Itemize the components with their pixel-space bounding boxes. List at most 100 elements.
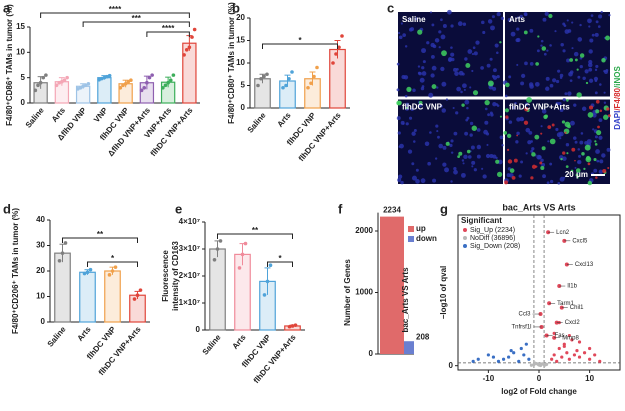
nucleus: [452, 106, 455, 110]
inos-signal: [576, 68, 579, 71]
data-point: [65, 75, 69, 80]
nucleus: [577, 159, 582, 165]
nucleus: [442, 24, 447, 29]
y-tick-label: 4×10⁷: [179, 217, 200, 226]
inos-signal: [576, 176, 579, 179]
inos-signal: [457, 155, 461, 159]
data-point: [312, 74, 316, 79]
point: [588, 346, 592, 351]
point: [570, 338, 574, 342]
inos-signal: [565, 165, 569, 169]
data-point: [212, 258, 217, 262]
data-point: [83, 83, 88, 88]
x-tick-label: Saline: [24, 105, 46, 129]
y-tick-label: 10: [236, 58, 245, 67]
nucleus: [404, 94, 408, 98]
data-point: [107, 73, 112, 78]
nucleus: [573, 51, 579, 57]
data-point: [163, 83, 168, 88]
nucleus: [500, 16, 504, 20]
inos-signal: [526, 97, 533, 103]
nucleus: [426, 41, 430, 45]
nucleus: [402, 33, 406, 37]
data-point: [86, 81, 91, 86]
nucleus: [598, 169, 603, 174]
nucleus: [564, 92, 568, 96]
significance-bracket: [82, 21, 190, 27]
nucleus: [515, 140, 519, 144]
nucleus: [432, 44, 437, 49]
data-point: [331, 61, 335, 65]
x-category-label: bac_Arts VS Arts: [401, 267, 410, 333]
nucleus: [549, 44, 552, 47]
data-point: [161, 86, 165, 90]
nucleus: [540, 44, 543, 47]
significance-bracket: [62, 237, 138, 243]
nucleus: [471, 53, 475, 56]
inos-signal: [484, 99, 490, 106]
y-tick-label: 1×10⁷: [179, 298, 200, 307]
data-point: [187, 45, 192, 50]
f480-signal: [523, 120, 529, 125]
significance-bracket: [40, 12, 190, 18]
f480-signal: [595, 176, 598, 179]
f480-signal: [505, 115, 509, 119]
data-point: [315, 65, 319, 70]
nucleus: [417, 71, 421, 75]
nucleus: [440, 34, 446, 40]
nucleus: [573, 103, 577, 107]
nucleus: [473, 51, 478, 56]
data-point: [287, 324, 292, 329]
significance-label: **: [252, 226, 259, 235]
f480-signal: [524, 107, 529, 112]
nucleus: [421, 66, 425, 70]
nucleus: [588, 25, 591, 28]
data-point: [287, 76, 291, 81]
nucleus: [603, 91, 606, 94]
nucleus: [542, 174, 547, 179]
nucleus: [534, 81, 540, 87]
nucleus: [469, 133, 473, 137]
nucleus: [579, 23, 582, 27]
data-point: [290, 70, 294, 74]
y-tick-label: 0: [369, 349, 374, 358]
nucleus: [431, 65, 437, 71]
data-point: [138, 288, 143, 292]
data-point: [41, 75, 46, 80]
nucleus: [492, 68, 497, 73]
point: [491, 355, 496, 359]
inos-signal: [418, 100, 423, 105]
nucleus: [530, 149, 534, 153]
legend-swatch: [408, 236, 414, 242]
nucleus: [546, 49, 549, 52]
inos-signal: [472, 90, 479, 96]
point: [598, 359, 602, 363]
nucleus: [486, 63, 491, 68]
point: [577, 340, 582, 344]
nucleus: [516, 131, 520, 136]
nucleus: [549, 83, 554, 88]
nucleus: [472, 46, 476, 50]
inos-signal: [496, 171, 503, 178]
nucleus: [597, 160, 600, 163]
y-axis-label: intensity of CD163: [171, 241, 180, 311]
y-tick-label: 15: [236, 36, 245, 45]
inos-signal: [576, 92, 582, 98]
nucleus: [573, 136, 577, 140]
inos-signal: [566, 152, 569, 155]
point: [555, 359, 559, 363]
nucleus: [516, 63, 519, 66]
nucleus: [491, 15, 495, 19]
nucleus: [463, 154, 468, 160]
nucleus: [589, 38, 594, 43]
nucleus: [530, 140, 533, 143]
data-point: [256, 83, 260, 88]
nucleus: [437, 135, 440, 139]
nucleus: [476, 128, 481, 132]
inos-signal: [548, 13, 553, 19]
nucleus: [447, 9, 452, 15]
inos-signal: [406, 86, 412, 92]
nucleus: [546, 181, 550, 185]
nucleus: [476, 144, 482, 150]
nucleus: [453, 67, 457, 72]
